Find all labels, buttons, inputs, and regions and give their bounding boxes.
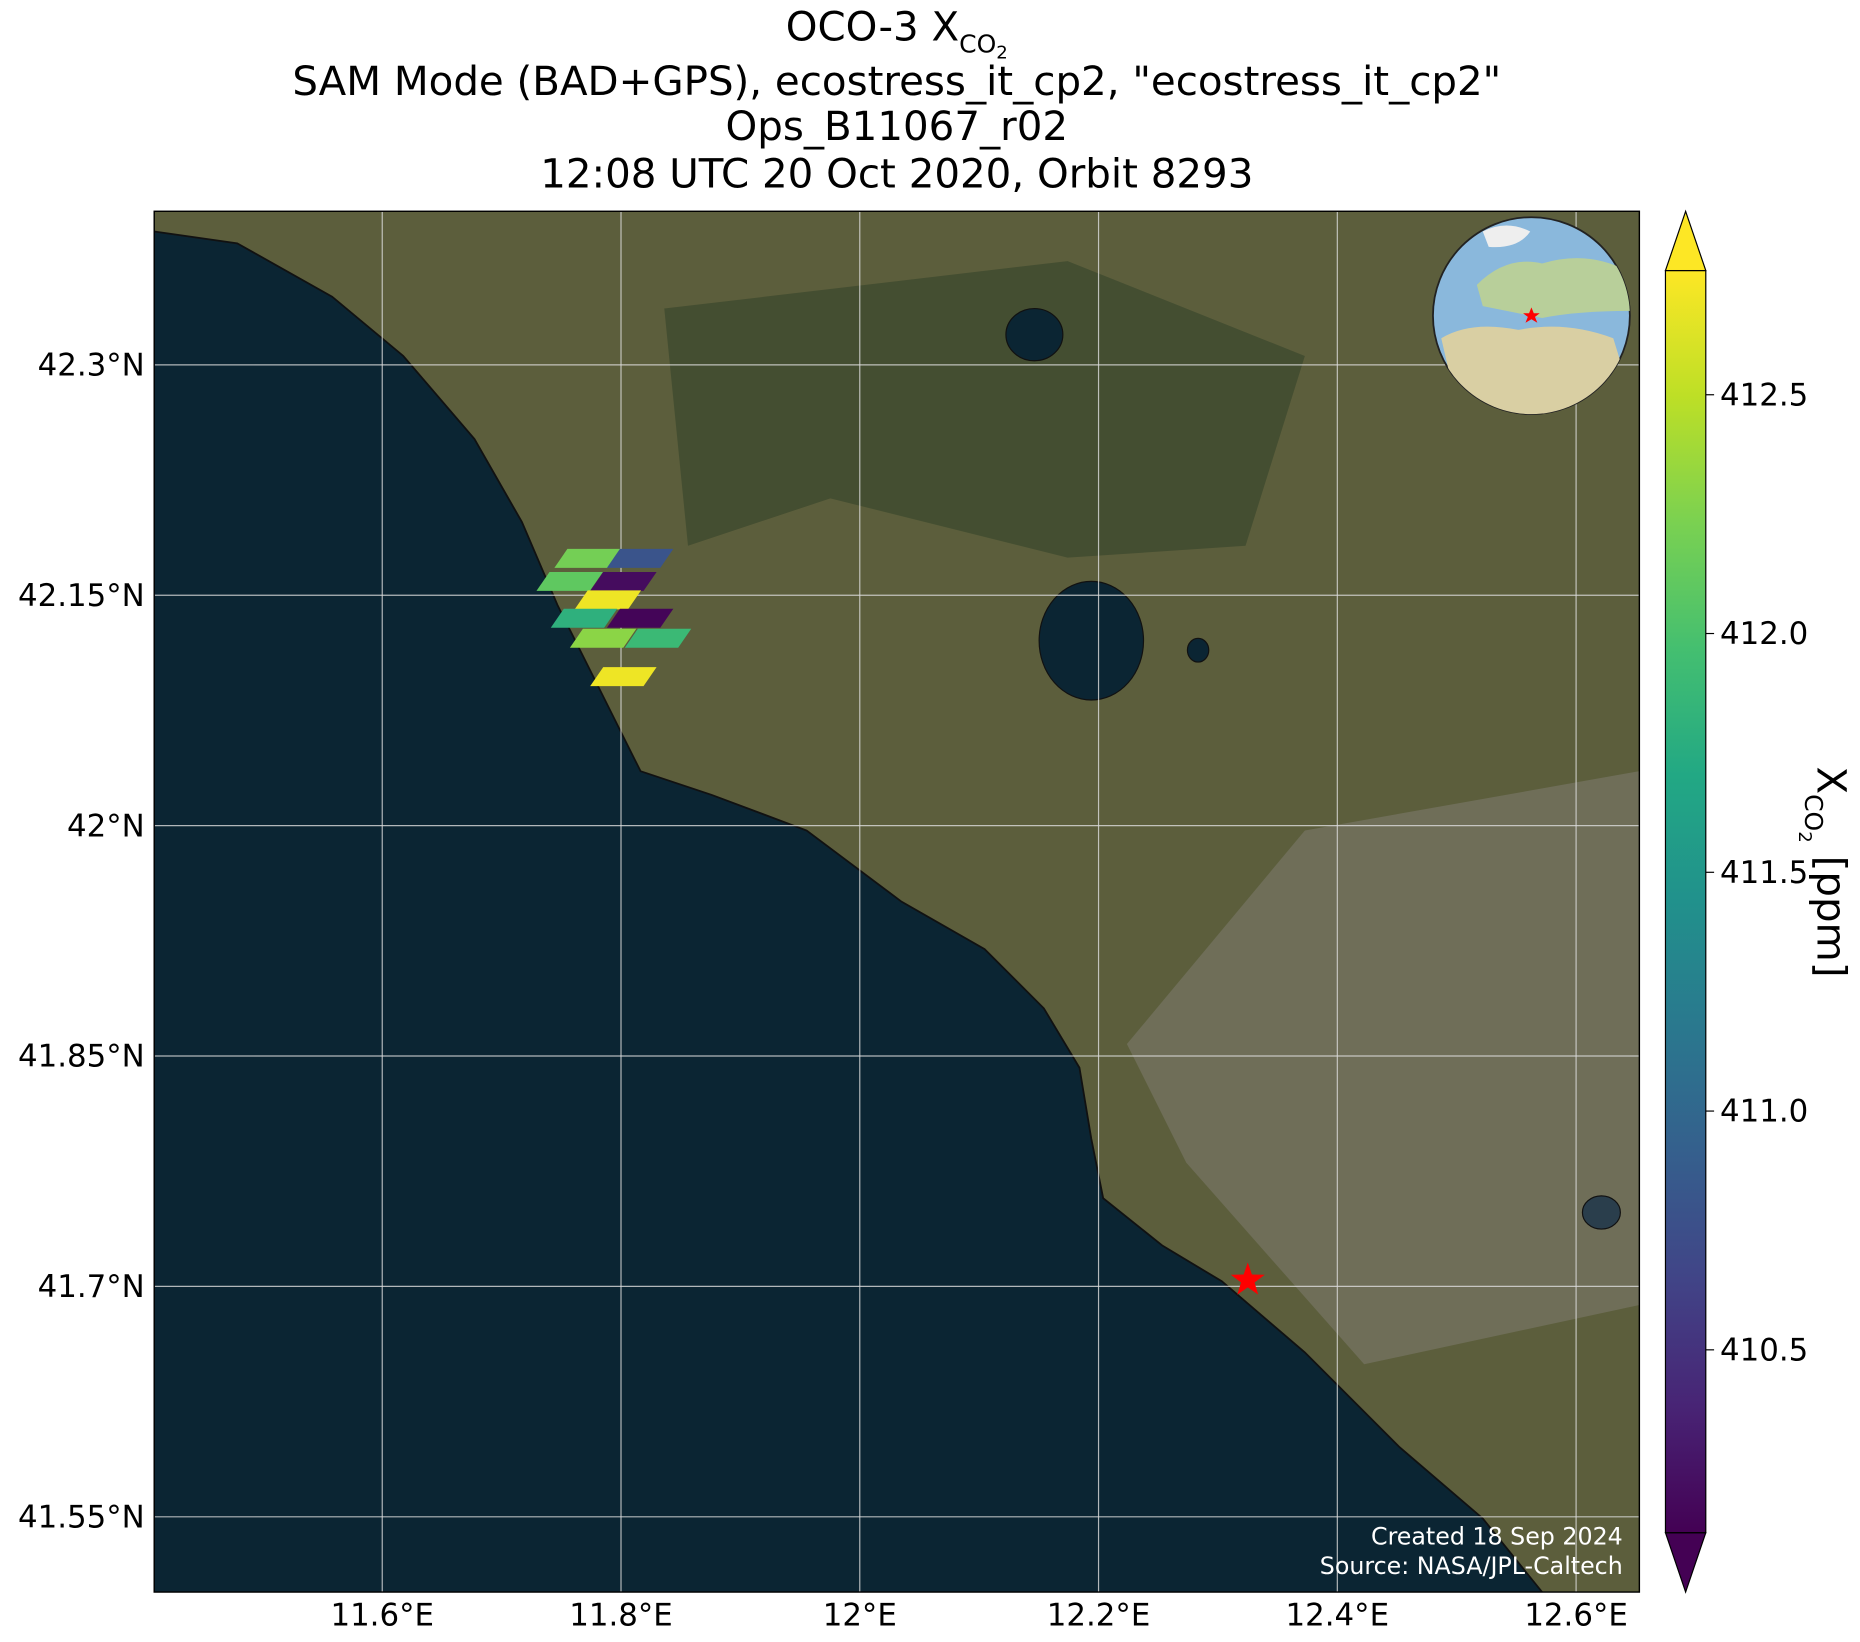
lake-bracciano (1038, 580, 1145, 701)
urban (1126, 771, 1640, 1365)
x-tick-label: 12.2°E (1047, 1597, 1151, 1633)
title-line-text: 12:08 UTC 20 Oct 2020, Orbit 8293 (540, 151, 1253, 198)
title-line: OCO-3 XCO2 (786, 3, 1008, 63)
lake-martignano (1186, 637, 1210, 663)
map-frame (153, 210, 1641, 1593)
title-line-subsubscript: 2 (996, 43, 1008, 64)
x-tick-label: 12.4°E (1286, 1597, 1390, 1633)
colorbar-tick-label: 412.5 (1720, 377, 1808, 413)
colorbar-label-text: X (1807, 766, 1854, 794)
inset-globe (1432, 216, 1631, 416)
colorbar-label-subscript: CO (1799, 794, 1828, 831)
globe-star (1523, 307, 1540, 323)
colorbar-tick-label: 410.5 (1720, 1333, 1808, 1369)
y-tick-label: 41.55°N (18, 1499, 145, 1535)
sounding (536, 571, 603, 591)
globe-greenland (1482, 225, 1531, 248)
colorbar-label-subsubscript: 2 (1794, 831, 1815, 843)
colorbar-label-suffix: [ppm] (1807, 843, 1854, 978)
colorbar-tick-label: 412.0 (1720, 616, 1808, 652)
forest (664, 261, 1305, 558)
sounding (624, 628, 692, 648)
colorbar: 410.5 411.0 411.5 412.0 412.5 (1664, 209, 1808, 1594)
globe-africa (1441, 326, 1630, 415)
title-line-subscript: CO (959, 30, 996, 59)
title-line: SAM Mode (BAD+GPS), ecostress_it_cp2, "e… (292, 58, 1501, 105)
sounding (569, 628, 637, 648)
colorbar-extend-max (1664, 209, 1707, 272)
credit-created: Created 18 Sep 2024 (1371, 1523, 1623, 1551)
colorbar-tick-label: 411.0 (1720, 1094, 1808, 1130)
data-layer (536, 548, 1265, 1295)
title-line: 12:08 UTC 20 Oct 2020, Orbit 8293 (540, 151, 1253, 198)
globe-europe (1476, 258, 1630, 319)
title-line-text: SAM Mode (BAD+GPS), ecostress_it_cp2, "e… (292, 58, 1501, 105)
colorbar-gradient (1665, 270, 1706, 1533)
y-tick-label: 41.85°N (18, 1039, 145, 1075)
title-line-text: OCO-3 X (786, 3, 959, 50)
sounding (550, 608, 618, 628)
x-tick-label: 11.8°E (569, 1597, 673, 1633)
lake-albano (1581, 1195, 1621, 1230)
colorbar-tick-label: 411.5 (1720, 855, 1808, 891)
sounding (574, 590, 642, 610)
credit-source: Source: NASA/JPL-Caltech (1320, 1552, 1623, 1580)
sounding (590, 571, 657, 591)
x-tick-label: 11.6°E (330, 1597, 434, 1633)
x-tick-label: 12.6°E (1524, 1597, 1628, 1633)
grid (154, 211, 1640, 1593)
sounding (606, 608, 674, 628)
basemap (154, 211, 1640, 1593)
y-tick-label: 42.15°N (18, 578, 145, 614)
coastline (154, 230, 1543, 1593)
target-star (1230, 1262, 1265, 1295)
title-line-text: Ops_B11067_r02 (726, 103, 1069, 150)
colorbar-extend-min (1664, 1532, 1707, 1594)
x-tick-label: 12°E (823, 1597, 897, 1633)
title-line: Ops_B11067_r02 (726, 103, 1069, 150)
sounding (554, 548, 621, 568)
colorbar-frame (1664, 269, 1707, 1534)
lake-vico (1005, 307, 1064, 362)
sounding (606, 548, 674, 568)
y-tick-label: 41.7°N (38, 1269, 145, 1305)
y-tick-label: 42.3°N (38, 348, 145, 384)
colorbar-label: XCO2 [ppm] (1794, 766, 1854, 977)
sounding (590, 667, 657, 687)
y-tick-label: 42°N (67, 808, 145, 844)
